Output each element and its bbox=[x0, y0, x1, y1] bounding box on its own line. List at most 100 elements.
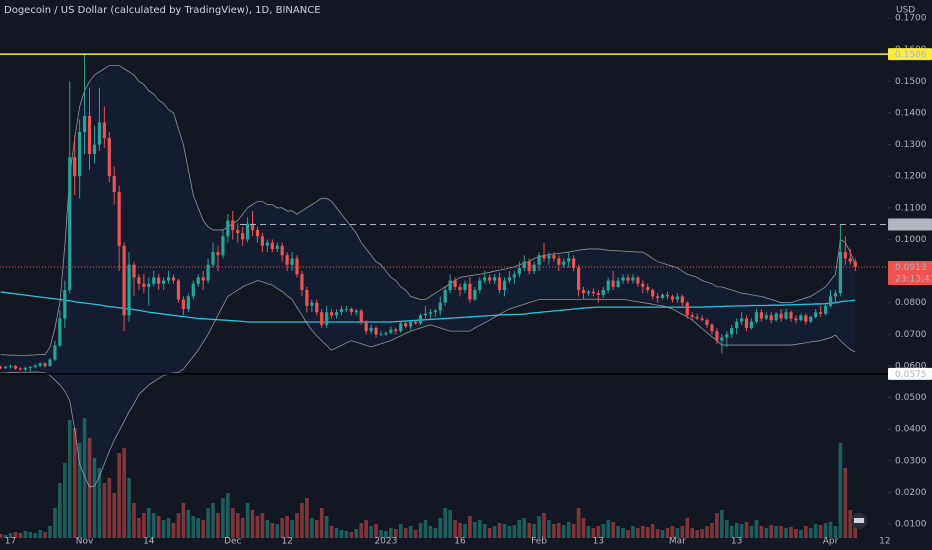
volume-bar bbox=[764, 528, 769, 538]
candle-body bbox=[843, 252, 847, 259]
candle-body bbox=[670, 296, 675, 300]
candle-body bbox=[241, 233, 245, 240]
volume-bar bbox=[0, 534, 3, 538]
volume-bar bbox=[606, 520, 611, 538]
candle-body bbox=[458, 286, 462, 291]
candle-body bbox=[527, 261, 531, 272]
y-tick-label: 0.0700 bbox=[895, 330, 927, 340]
volume-bar bbox=[670, 526, 675, 538]
volume-bar bbox=[833, 526, 838, 538]
volume-bar bbox=[818, 525, 823, 538]
volume-bar bbox=[685, 518, 690, 538]
candle-body bbox=[246, 223, 250, 240]
volume-bar bbox=[181, 503, 186, 538]
candle-body bbox=[517, 267, 521, 275]
volume-bar bbox=[769, 525, 774, 538]
candle-body bbox=[522, 261, 526, 268]
volume-bar bbox=[107, 478, 112, 538]
candle-body bbox=[838, 252, 842, 294]
candle-body bbox=[616, 280, 620, 287]
candle-body bbox=[720, 337, 724, 341]
volume-bar bbox=[596, 526, 601, 538]
volume-bar bbox=[344, 531, 349, 538]
candle-body bbox=[399, 323, 403, 332]
candle-body bbox=[112, 176, 116, 192]
y-tick-label: 0.0100 bbox=[895, 520, 927, 530]
candle-body bbox=[473, 290, 477, 300]
y-tick-label: 0.1200 bbox=[895, 172, 927, 182]
candle-body bbox=[404, 323, 408, 327]
candle-body bbox=[428, 312, 432, 314]
volume-bar bbox=[557, 523, 561, 538]
price-label-box bbox=[888, 218, 932, 231]
volume-bar bbox=[502, 524, 507, 538]
volume-bar bbox=[418, 523, 423, 538]
candle-body bbox=[591, 291, 595, 294]
volume-bar bbox=[522, 518, 527, 538]
candle-body bbox=[438, 302, 442, 311]
volume-bar bbox=[473, 522, 477, 538]
volume-bar bbox=[517, 520, 522, 538]
candle-body bbox=[349, 309, 353, 313]
volume-bar bbox=[63, 463, 67, 538]
volume-bar bbox=[161, 520, 166, 538]
candle-body bbox=[157, 277, 161, 284]
price-label: 0.1586 bbox=[895, 50, 927, 60]
volume-bar bbox=[813, 524, 818, 538]
candle-body bbox=[409, 321, 413, 327]
y-tick-label: 0.0300 bbox=[895, 456, 927, 466]
x-tick-label: 12 bbox=[281, 537, 292, 547]
volume-bar bbox=[349, 532, 354, 538]
x-tick-label: Mar bbox=[669, 537, 686, 547]
candle-body bbox=[325, 312, 329, 325]
volume-bar bbox=[201, 520, 205, 538]
candle-body bbox=[344, 309, 348, 310]
candle-body bbox=[463, 283, 467, 291]
candle-body bbox=[394, 329, 398, 332]
candle-body bbox=[680, 296, 684, 303]
candle-body bbox=[547, 255, 551, 259]
volume-bar bbox=[438, 518, 443, 538]
volume-bar bbox=[611, 522, 615, 538]
volume-bar bbox=[794, 529, 798, 538]
candle-body bbox=[53, 345, 57, 360]
volume-bar bbox=[739, 524, 744, 538]
volume-bar bbox=[665, 528, 670, 538]
y-tick-label: 0.1400 bbox=[895, 108, 927, 118]
candle-body bbox=[329, 312, 334, 316]
candle-body bbox=[384, 332, 388, 335]
volume-bar bbox=[28, 532, 33, 538]
candle-body bbox=[423, 313, 428, 316]
volume-bar bbox=[823, 523, 828, 538]
volume-bar bbox=[507, 526, 512, 538]
candle-body bbox=[147, 283, 151, 287]
candle-body bbox=[660, 294, 665, 298]
candle-body bbox=[631, 277, 635, 281]
candle-body bbox=[557, 258, 561, 265]
candle-body bbox=[848, 258, 852, 262]
volume-bar bbox=[87, 438, 92, 538]
bollinger-lower-line bbox=[0, 280, 856, 488]
candle-body bbox=[651, 290, 655, 297]
price-label: 0.0575 bbox=[895, 370, 927, 380]
candle-body bbox=[641, 283, 645, 287]
volume-bar bbox=[848, 510, 853, 538]
candle-body bbox=[502, 280, 507, 291]
volume-bar bbox=[428, 526, 433, 538]
volume-bar bbox=[369, 526, 373, 538]
candle-body bbox=[127, 264, 131, 316]
candle-body bbox=[572, 258, 576, 268]
bollinger-upper-line bbox=[0, 65, 856, 356]
candle-body bbox=[68, 157, 72, 291]
volume-bar bbox=[453, 520, 457, 538]
candle-body bbox=[715, 331, 719, 341]
volume-bar bbox=[492, 526, 497, 538]
candle-body bbox=[804, 315, 808, 322]
volume-bar bbox=[724, 520, 729, 538]
volume-bar bbox=[305, 498, 309, 538]
candle-body bbox=[656, 296, 660, 298]
candle-body bbox=[97, 122, 101, 145]
candle-body bbox=[18, 368, 22, 370]
